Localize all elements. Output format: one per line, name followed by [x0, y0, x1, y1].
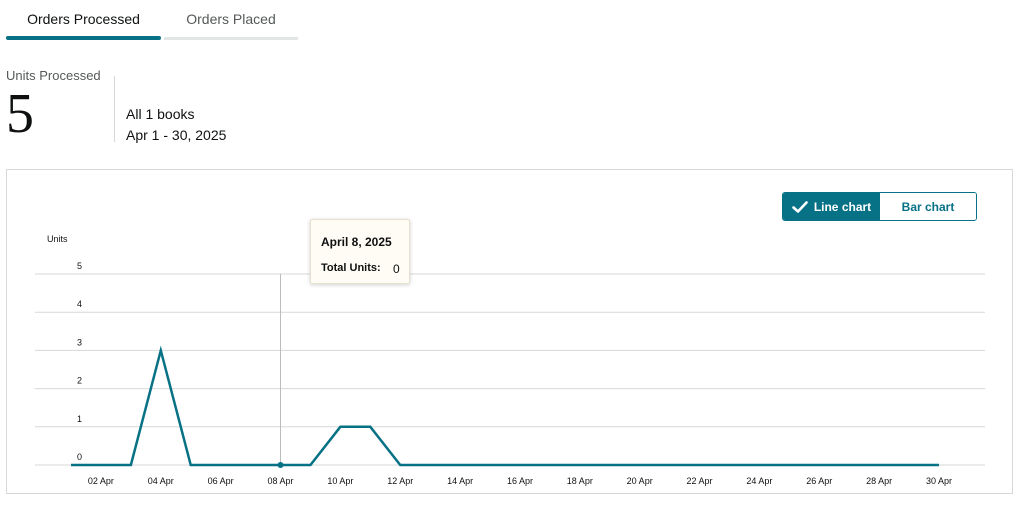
chart-tooltip: April 8, 2025 Total Units: 0 [310, 219, 410, 284]
active-tab-indicator [6, 36, 161, 40]
x-tick-label: 04 Apr [148, 476, 174, 486]
x-tick-label: 12 Apr [387, 476, 413, 486]
chart-panel: Units 0 1 2 3 4 5 02 Apr 04 Apr 06 Apr 08 Apr 10 Ap… [6, 169, 1013, 494]
summary-divider [114, 76, 115, 142]
x-tick-label: 18 Apr [567, 476, 593, 486]
tooltip-date: April 8, 2025 [321, 235, 392, 249]
x-tick-label: 22 Apr [687, 476, 713, 486]
series-line-0 [71, 345, 939, 467]
check-icon [792, 200, 808, 213]
y-tick-label: 4 [77, 299, 82, 309]
chart-type-toggle: Line chart Bar chart [782, 192, 977, 221]
x-tick-label: 28 Apr [866, 476, 892, 486]
summary-label: Units Processed [6, 68, 101, 83]
y-axis-title: Units [47, 234, 68, 244]
tab-bar: Orders Processed Orders Placed [6, 0, 298, 42]
y-tick-label: 3 [77, 337, 82, 347]
inactive-tab-indicator [164, 37, 298, 40]
tab-orders-processed[interactable]: Orders Processed [27, 11, 140, 27]
y-tick-label: 0 [77, 452, 82, 462]
summary-date-range: Apr 1 - 30, 2025 [126, 127, 227, 143]
summary-value: 5 [6, 83, 34, 145]
x-tick-label: 14 Apr [447, 476, 473, 486]
bar-chart-button[interactable]: Bar chart [880, 193, 976, 220]
x-tick-label: 24 Apr [746, 476, 772, 486]
x-tick-label: 10 Apr [327, 476, 353, 486]
tab-orders-placed[interactable]: Orders Placed [186, 11, 276, 27]
y-tick-label: 5 [77, 261, 82, 271]
y-tick-label: 2 [77, 376, 82, 386]
x-tick-label: 08 Apr [268, 476, 294, 486]
y-tick-label: 1 [77, 414, 82, 424]
x-tick-label: 26 Apr [806, 476, 832, 486]
x-tick-label: 06 Apr [208, 476, 234, 486]
line-chart-label: Line chart [813, 199, 872, 214]
highlight-point [277, 462, 284, 468]
tooltip-value: 0 [393, 262, 400, 276]
x-tick-label: 20 Apr [627, 476, 653, 486]
x-tick-label: 02 Apr [88, 476, 114, 486]
line-chart-button[interactable]: Line chart [783, 193, 880, 220]
summary-scope: All 1 books [126, 106, 195, 122]
x-tick-label: 16 Apr [507, 476, 533, 486]
line-chart[interactable]: Units 0 1 2 3 4 5 02 Apr 04 Apr 06 Apr 08 Apr 10 Ap… [7, 170, 1012, 493]
x-tick-label: 30 Apr [926, 476, 952, 486]
tooltip-label: Total Units: [321, 262, 381, 274]
